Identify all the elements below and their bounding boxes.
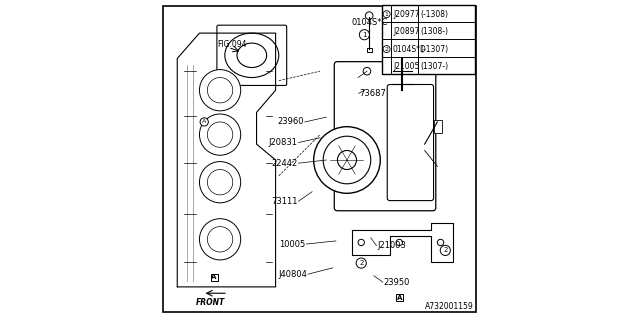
Text: 23960: 23960 (278, 117, 304, 126)
Text: A: A (397, 295, 403, 301)
Text: 22442: 22442 (271, 159, 298, 168)
Text: 0104S*C: 0104S*C (352, 18, 388, 27)
Text: 1: 1 (385, 12, 388, 17)
Text: 73687: 73687 (360, 89, 387, 98)
Circle shape (440, 245, 451, 255)
Text: 2: 2 (385, 46, 388, 52)
Text: J21005: J21005 (393, 62, 419, 71)
Circle shape (200, 219, 241, 260)
Circle shape (337, 150, 356, 170)
FancyBboxPatch shape (387, 84, 433, 201)
Circle shape (383, 11, 390, 18)
Circle shape (323, 136, 371, 184)
Text: 2: 2 (359, 260, 364, 266)
Circle shape (363, 68, 371, 75)
Text: 1: 1 (362, 32, 367, 38)
Text: 10005: 10005 (280, 240, 306, 249)
FancyBboxPatch shape (334, 62, 436, 211)
Circle shape (383, 45, 390, 52)
Text: 73111: 73111 (271, 197, 298, 206)
Circle shape (396, 239, 403, 246)
Text: J20977: J20977 (393, 10, 419, 19)
Circle shape (358, 239, 364, 246)
Text: J20831: J20831 (269, 138, 298, 147)
Text: J20897: J20897 (393, 27, 419, 36)
Text: (-1308): (-1308) (420, 10, 448, 19)
Text: A: A (202, 119, 206, 124)
Text: FIG.094: FIG.094 (217, 40, 246, 49)
Text: (-1307): (-1307) (420, 44, 448, 53)
Bar (434, 120, 442, 133)
Circle shape (200, 118, 209, 126)
Ellipse shape (225, 33, 279, 77)
Circle shape (207, 77, 233, 103)
Circle shape (207, 227, 233, 252)
Bar (382, 4, 476, 74)
Text: 0104S*D: 0104S*D (393, 44, 427, 53)
Text: FRONT: FRONT (196, 298, 225, 307)
Circle shape (200, 162, 241, 203)
Circle shape (437, 239, 444, 246)
Circle shape (207, 122, 233, 147)
Circle shape (207, 170, 233, 195)
Bar (211, 274, 218, 281)
Circle shape (356, 258, 366, 268)
Text: A732001159: A732001159 (425, 302, 474, 311)
Circle shape (365, 12, 373, 20)
Text: A: A (211, 274, 217, 280)
Circle shape (200, 114, 241, 155)
Circle shape (359, 30, 369, 40)
Bar (396, 294, 403, 301)
Text: (1307-): (1307-) (420, 62, 448, 71)
Text: J21003: J21003 (377, 241, 406, 250)
Text: (1308-): (1308-) (420, 27, 448, 36)
Text: 2: 2 (443, 247, 447, 253)
Text: J40804: J40804 (278, 270, 307, 279)
Ellipse shape (237, 43, 267, 68)
Text: 23950: 23950 (383, 278, 410, 287)
Circle shape (314, 127, 380, 193)
Circle shape (200, 69, 241, 111)
Bar (367, 48, 372, 52)
